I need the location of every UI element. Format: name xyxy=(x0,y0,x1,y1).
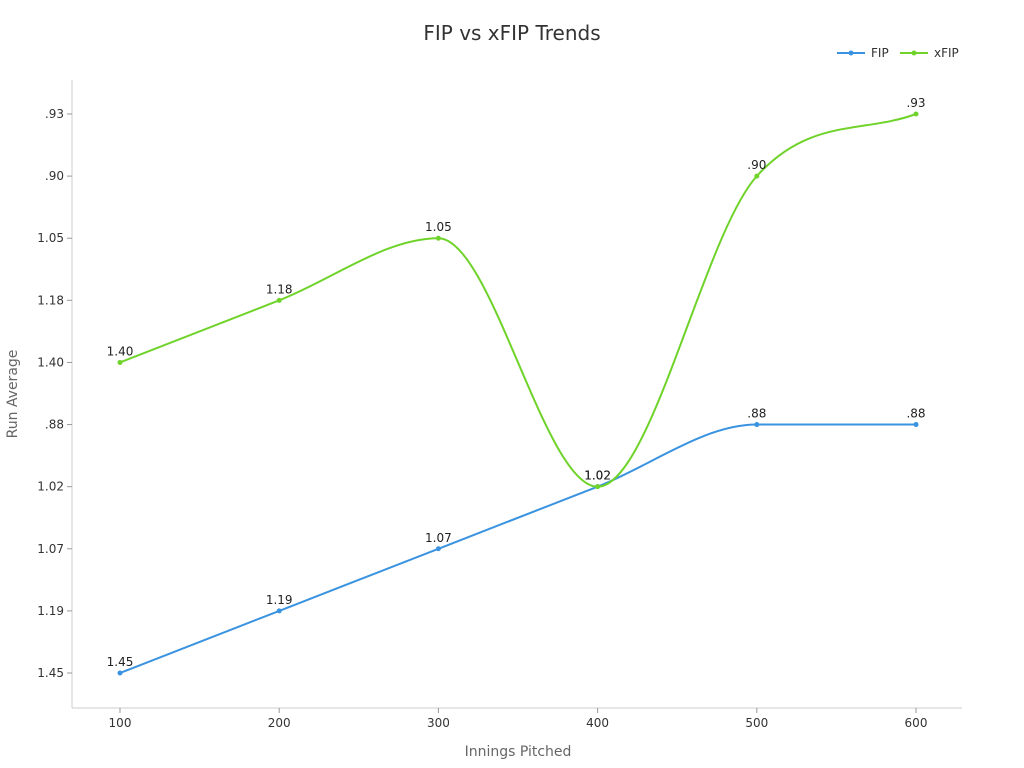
legend-item-xfip[interactable]: xFIP xyxy=(900,46,959,60)
fip-data-label: 1.45 xyxy=(107,655,134,669)
xfip-series-line xyxy=(119,113,917,488)
y-tick-label: .88 xyxy=(45,418,64,432)
xfip-data-label: 1.05 xyxy=(425,220,452,234)
fip-data-label: 1.19 xyxy=(266,593,293,607)
legend-label-fip: FIP xyxy=(871,46,889,60)
fip-data-label: 1.07 xyxy=(425,531,452,545)
y-tick-label: .90 xyxy=(45,169,64,183)
legend-label-xfip: xFIP xyxy=(934,46,959,60)
x-tick-label: 100 xyxy=(109,716,132,730)
xfip-data-point xyxy=(117,359,123,365)
fip-data-point xyxy=(435,546,441,552)
y-tick-label: 1.19 xyxy=(37,604,64,618)
xfip-data-label: .93 xyxy=(906,96,925,110)
xfip-data-point xyxy=(754,173,760,179)
xfip-data-label: 1.18 xyxy=(266,282,293,296)
y-tick-label: 1.07 xyxy=(37,542,64,556)
x-tick-label: 400 xyxy=(586,716,609,730)
x-axis-title: Innings Pitched xyxy=(465,744,572,760)
chart-title: FIP vs xFIP Trends xyxy=(423,21,600,45)
y-tick-label: 1.05 xyxy=(37,231,64,245)
legend-swatch-marker xyxy=(848,50,854,56)
fip-data-label: .88 xyxy=(747,407,766,421)
fip-data-label: .88 xyxy=(906,407,925,421)
y-tick-label: 1.18 xyxy=(37,293,64,307)
y-axis-title: Run Average xyxy=(5,350,21,439)
fip-data-label: 1.02 xyxy=(584,469,611,483)
y-axis-ticks: 1.45 1.19 1.07 1.02 .88 1.40 1.18 1.05 .90 .93 xyxy=(37,107,72,680)
fip-data-point xyxy=(754,422,760,428)
legend-swatch-marker xyxy=(911,50,917,56)
x-axis-ticks: 100 200 300 400 500 600 xyxy=(109,708,928,730)
legend-item-fip[interactable]: FIP xyxy=(837,46,889,60)
fip-data-point xyxy=(117,670,123,676)
x-tick-label: 500 xyxy=(745,716,768,730)
x-tick-label: 600 xyxy=(905,716,928,730)
x-tick-label: 200 xyxy=(268,716,291,730)
x-tick-label: 300 xyxy=(427,716,450,730)
xfip-data-point xyxy=(913,111,919,117)
fip-data-point xyxy=(276,608,282,614)
xfip-data-point xyxy=(595,484,601,490)
series-layer: 1.451.191.071.02.88.881.401.181.051.02.9… xyxy=(107,96,926,676)
xfip-data-label: 1.40 xyxy=(107,344,134,358)
y-tick-label: 1.02 xyxy=(37,480,64,494)
xfip-data-label: 1.02 xyxy=(584,469,611,483)
y-tick-label: 1.40 xyxy=(37,355,64,369)
fip-series-line xyxy=(119,423,916,674)
y-tick-label: 1.45 xyxy=(37,666,64,680)
xfip-data-label: .90 xyxy=(747,158,766,172)
xfip-data-point xyxy=(276,297,282,303)
xfip-data-point xyxy=(435,235,441,241)
y-tick-label: .93 xyxy=(45,107,64,121)
legend[interactable]: FIP xFIP xyxy=(837,46,959,60)
fip-data-point xyxy=(913,422,919,428)
